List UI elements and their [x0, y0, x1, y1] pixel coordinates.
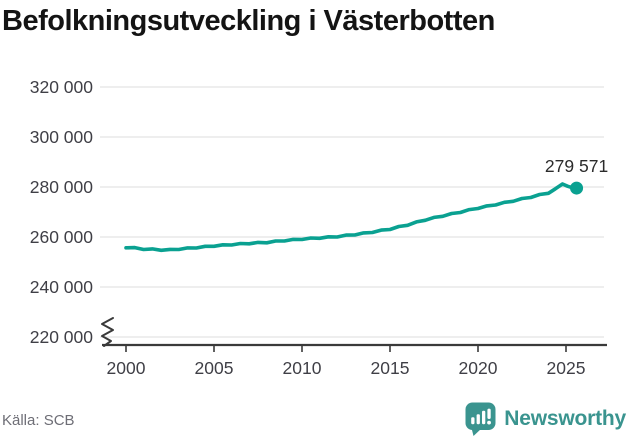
x-axis-tick-label: 2025	[547, 358, 586, 378]
y-axis-tick-label: 320 000	[30, 77, 94, 97]
y-axis-tick-label: 220 000	[30, 327, 94, 347]
source-label: Källa: SCB	[2, 412, 75, 429]
x-axis-tick-label: 2015	[371, 358, 410, 378]
y-axis-tick-label: 240 000	[30, 277, 94, 297]
y-axis-tick-label: 300 000	[30, 127, 94, 147]
axis-break-icon	[101, 317, 114, 347]
y-axis-tick-label: 260 000	[30, 227, 94, 247]
newsworthy-logo-text: Newsworthy	[504, 407, 626, 430]
y-axis-tick-label: 280 000	[30, 177, 94, 197]
end-value-label: 279 571	[545, 156, 608, 176]
population-line	[124, 182, 579, 253]
x-axis-tick-label: 2000	[107, 358, 146, 378]
x-axis-tick-label: 2020	[459, 358, 498, 378]
chart-title: Befolkningsutveckling i Västerbotten	[2, 5, 495, 37]
x-axis-tick-label: 2005	[195, 358, 234, 378]
newsworthy-logo-icon	[465, 402, 496, 436]
newsworthy-logo[interactable]: Newsworthy	[465, 402, 626, 436]
end-point-dot	[570, 181, 584, 195]
x-axis-tick-label: 2010	[283, 358, 322, 378]
